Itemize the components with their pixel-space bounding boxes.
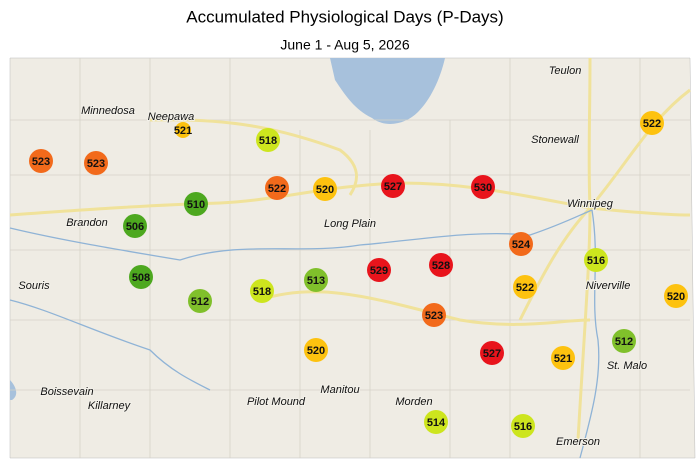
station-marker — [304, 338, 328, 362]
place-label: Neepawa — [148, 111, 194, 123]
place-label: Long Plain — [324, 218, 376, 230]
station-marker — [84, 151, 108, 175]
station-value: 518 — [253, 286, 271, 298]
station-marker — [509, 232, 533, 256]
station-marker — [664, 284, 688, 308]
station-value: 521 — [554, 353, 572, 365]
station-value: 522 — [516, 282, 534, 294]
station-marker — [29, 149, 53, 173]
station-value: 521 — [174, 125, 192, 137]
place-label: Manitou — [320, 384, 359, 396]
station-marker — [424, 410, 448, 434]
station-marker — [184, 192, 208, 216]
place-label: Emerson — [556, 436, 600, 448]
place-label: Pilot Mound — [247, 396, 306, 408]
station-value: 522 — [643, 118, 661, 130]
station-value: 510 — [187, 199, 205, 211]
station-value: 524 — [512, 239, 531, 251]
place-label: Stonewall — [531, 134, 579, 146]
station-marker — [256, 128, 280, 152]
station-marker — [480, 341, 504, 365]
place-label: Boissevain — [40, 386, 93, 398]
station-value: 523 — [87, 158, 105, 170]
station-marker — [513, 275, 537, 299]
station-marker — [381, 174, 405, 198]
station-value: 529 — [370, 265, 388, 277]
station-value: 518 — [259, 135, 277, 147]
station-marker — [422, 303, 446, 327]
station-value: 530 — [474, 182, 492, 194]
station-marker — [471, 175, 495, 199]
place-label: Morden — [395, 396, 432, 408]
subtitle: June 1 - Aug 5, 2026 — [280, 37, 409, 53]
stations: 523 523 521 518 522 520 527 530 522 510 506 524 516 5… — [29, 111, 688, 438]
station-value: 523 — [425, 310, 443, 322]
station-value: 520 — [307, 345, 325, 357]
place-label: Souris — [18, 280, 50, 292]
station-marker — [129, 265, 153, 289]
station-value: 514 — [427, 417, 446, 429]
station-marker — [304, 268, 328, 292]
station-value: 523 — [32, 156, 50, 168]
station-marker — [188, 289, 212, 313]
station-value: 516 — [587, 255, 605, 267]
station-value: 516 — [514, 421, 532, 433]
station-value: 520 — [667, 291, 685, 303]
station-marker — [511, 414, 535, 438]
place-labels: Teulon Minnedosa Neepawa Stonewall Winnipeg B… — [17, 64, 648, 449]
place-label: Winnipeg — [567, 198, 614, 210]
title: Accumulated Physiological Days (P-Days) — [186, 7, 503, 26]
station-value: 527 — [384, 181, 402, 193]
station-value: 520 — [316, 184, 334, 196]
place-label: Killarney — [88, 400, 132, 412]
place-label: Teulon — [549, 65, 582, 77]
station-marker — [612, 329, 636, 353]
station-value: 512 — [191, 296, 209, 308]
station-marker — [313, 177, 337, 201]
station-value: 528 — [432, 260, 450, 272]
basemap — [9, 57, 696, 459]
place-label: St. Malo — [607, 360, 647, 372]
station-marker — [175, 122, 191, 138]
station-value: 522 — [268, 183, 286, 195]
station-value: 512 — [615, 336, 633, 348]
station-marker — [367, 258, 391, 282]
place-label: Niverville — [586, 280, 631, 292]
place-label: Brandon — [66, 217, 108, 229]
station-value: 506 — [126, 221, 144, 233]
station-marker — [265, 176, 289, 200]
station-value: 513 — [307, 275, 325, 287]
station-marker — [429, 253, 453, 277]
station-marker — [250, 279, 274, 303]
station-value: 508 — [132, 272, 150, 284]
station-marker — [584, 248, 608, 272]
station-marker — [551, 346, 575, 370]
station-marker — [640, 111, 664, 135]
station-marker — [123, 214, 147, 238]
place-label: Minnedosa — [81, 105, 135, 117]
station-value: 527 — [483, 348, 501, 360]
